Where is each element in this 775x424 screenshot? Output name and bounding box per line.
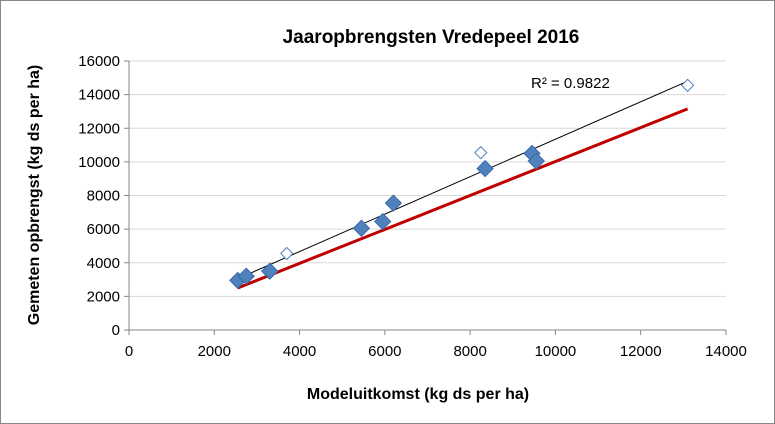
- y-tick-label: 0: [112, 322, 120, 339]
- y-tick-label: 4000: [87, 255, 120, 272]
- fit-lines: [237, 80, 689, 290]
- trendline-line: [237, 80, 688, 280]
- y-tick-label: 8000: [87, 188, 120, 205]
- x-tick-label: 6000: [368, 343, 401, 360]
- open-data-point: [280, 246, 294, 261]
- reference-line: [237, 107, 689, 290]
- x-tick-label: 2000: [198, 343, 231, 360]
- y-axis-title: Gemeten opbrengst (kg ds per ha): [26, 65, 43, 325]
- y-tick-label: 14000: [78, 87, 120, 104]
- data-point: [237, 267, 255, 285]
- y-tick-label: 16000: [78, 53, 120, 70]
- open-data-point: [474, 145, 488, 160]
- x-tick-labels: 0 2000 4000 6000 8000 10000 12000 14000: [125, 343, 747, 360]
- data-point: [384, 194, 403, 212]
- axes: [124, 60, 727, 335]
- data-point: [374, 212, 392, 231]
- data-point: [261, 262, 279, 280]
- y-tick-label: 12000: [78, 120, 120, 137]
- x-tick-label: 8000: [453, 343, 486, 360]
- y-tick-label: 10000: [78, 154, 120, 171]
- gridlines: [129, 60, 726, 297]
- r-squared-annotation: R² = 0.9822: [531, 75, 610, 92]
- open-data-point: [680, 78, 695, 93]
- data-points: [229, 78, 695, 290]
- y-tick-label: 6000: [87, 221, 120, 238]
- chart-title: Jaaropbrengsten Vredepeel 2016: [283, 27, 580, 48]
- x-axis-title: Modeluitkomst (kg ds per ha): [307, 386, 529, 403]
- y-tick-label: 2000: [87, 288, 120, 305]
- y-tick-labels: 0 2000 4000 6000 8000 10000 12000 14000 16000: [78, 53, 120, 339]
- x-tick-label: 14000: [705, 343, 747, 360]
- x-tick-label: 4000: [283, 343, 316, 360]
- x-tick-label: 0: [125, 343, 133, 360]
- data-point: [476, 159, 494, 178]
- x-tick-label: 10000: [535, 343, 577, 360]
- data-point: [352, 219, 371, 237]
- x-tick-label: 12000: [620, 343, 662, 360]
- data-point: [527, 152, 545, 170]
